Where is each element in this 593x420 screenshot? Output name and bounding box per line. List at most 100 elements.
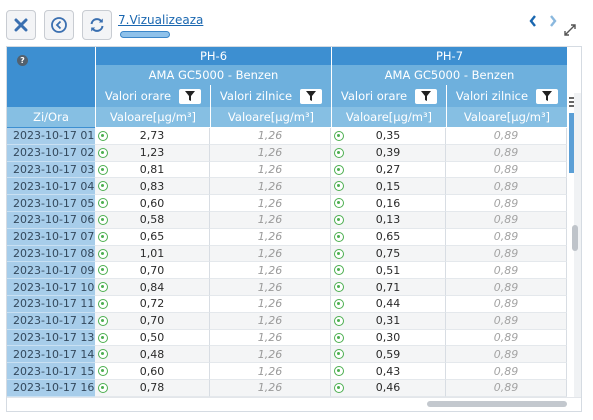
cell-ph6-hourly-text: 0,70	[139, 263, 165, 277]
unit-header: Valoare[µg/m³]	[446, 107, 567, 127]
cell-ph6-hourly: 0,70	[95, 312, 210, 330]
status-ok-icon	[98, 299, 108, 309]
cell-ph6-daily-text: 1,26	[257, 314, 283, 328]
cell-ph7-daily-text: 0,89	[493, 347, 519, 361]
cell-ph7-daily-text: 0,89	[493, 263, 519, 277]
close-icon	[14, 18, 28, 32]
col-daily-label: Valori zilnice	[455, 89, 529, 103]
cell-ph7-daily: 0,89	[446, 279, 567, 296]
cell-ph7-hourly: 0,13	[331, 212, 446, 229]
col-daily-label: Valori zilnice	[219, 89, 293, 103]
cell-ph6-hourly-text: 0,50	[139, 330, 165, 344]
status-ok-icon	[334, 383, 344, 393]
refresh-button[interactable]	[82, 10, 112, 40]
status-ok-icon	[334, 282, 344, 293]
cell-ph7-hourly-text: 0,35	[375, 129, 401, 143]
cell-ph7-daily: 0,89	[446, 363, 567, 380]
col-hourly-label: Valori orare	[104, 89, 172, 103]
status-ok-icon	[98, 198, 108, 209]
cell-ph7-daily: 0,89	[446, 262, 567, 280]
cell-ph7-hourly: 0,27	[331, 161, 446, 179]
analyzer-header-ph6: AMA GC5000 - Benzen	[95, 65, 331, 85]
status-ok-icon	[98, 215, 108, 225]
cell-ph7-hourly: 0,65	[331, 228, 446, 246]
cell-ph6-hourly-text: 1,23	[139, 146, 165, 160]
cell-ph7-hourly-text: 0,44	[375, 297, 401, 311]
row-time: 2023-10-17 07	[7, 228, 95, 246]
cell-ph6-hourly: 0,60	[95, 195, 210, 212]
cell-ph6-hourly-text: 1,01	[139, 246, 165, 260]
breadcrumb-link[interactable]: 7.Vizualizeaza	[118, 13, 204, 27]
header-scroll-indicator	[569, 113, 578, 173]
cell-ph7-hourly: 0,30	[331, 329, 446, 347]
col-hourly-ph6: Valori orare	[95, 85, 210, 107]
cell-ph6-daily-text: 1,26	[257, 213, 283, 227]
filter-icon[interactable]	[300, 88, 323, 104]
cell-ph6-hourly-text: 0,72	[139, 297, 165, 311]
cell-ph7-hourly: 0,39	[331, 144, 446, 162]
status-ok-icon	[98, 231, 108, 242]
row-time: 2023-10-17 08	[7, 245, 95, 263]
filter-icon[interactable]	[179, 88, 202, 104]
chevron-right-icon[interactable]	[547, 13, 559, 29]
cell-ph6-daily-text: 1,26	[257, 246, 283, 260]
filter-icon[interactable]	[536, 88, 559, 104]
cell-ph6-daily: 1,26	[210, 228, 331, 246]
cell-ph7-daily-text: 0,89	[493, 364, 519, 378]
data-grid: ? PH-6 PH-7 AMA GC5000 - Benzen AMA GC50…	[6, 46, 582, 412]
status-ok-icon	[334, 265, 344, 276]
row-time: 2023-10-17 15	[7, 363, 95, 380]
back-button[interactable]	[44, 10, 74, 40]
cell-ph7-hourly-text: 0,51	[375, 263, 401, 277]
cell-ph7-daily-text: 0,89	[493, 146, 519, 160]
close-button[interactable]	[6, 10, 36, 40]
cell-ph7-daily: 0,89	[446, 195, 567, 212]
horizontal-scroll-thumb[interactable]	[427, 401, 567, 407]
row-time: 2023-10-17 11	[7, 296, 95, 313]
cell-ph6-hourly: 0,48	[95, 346, 210, 364]
cell-ph6-hourly: 1,01	[95, 245, 210, 263]
filter-icon[interactable]	[415, 88, 438, 104]
col-hourly-label: Valori orare	[340, 89, 408, 103]
cell-ph6-daily: 1,26	[210, 363, 331, 380]
cell-ph6-hourly-text: 0,81	[139, 162, 165, 176]
horizontal-scrollbar[interactable]	[7, 397, 581, 411]
cell-ph6-daily-text: 1,26	[257, 381, 283, 395]
cell-ph6-hourly-text: 0,78	[139, 381, 165, 395]
row-time: 2023-10-17 02	[7, 144, 95, 162]
help-icon[interactable]: ?	[17, 55, 28, 66]
cell-ph7-daily: 0,89	[446, 228, 567, 246]
cell-ph7-daily-text: 0,89	[493, 246, 519, 260]
cell-ph6-daily-text: 1,26	[257, 297, 283, 311]
cell-ph7-daily: 0,89	[446, 346, 567, 364]
row-time: 2023-10-17 09	[7, 262, 95, 280]
vertical-scroll-thumb[interactable]	[572, 225, 578, 251]
col-daily-ph6: Valori zilnice	[210, 85, 331, 107]
status-ok-icon	[98, 332, 108, 343]
row-time: 2023-10-17 13	[7, 329, 95, 347]
vertical-scrollbar[interactable]	[574, 93, 581, 411]
status-ok-icon	[334, 315, 344, 326]
cell-ph6-daily-text: 1,26	[257, 196, 283, 210]
cell-ph7-hourly-text: 0,30	[375, 330, 401, 344]
cell-ph7-hourly: 0,44	[331, 296, 446, 313]
cell-ph7-hourly-text: 0,15	[375, 179, 401, 193]
cell-ph7-hourly-text: 0,43	[375, 364, 401, 378]
cell-ph7-hourly: 0,16	[331, 195, 446, 212]
unit-header: Valoare[µg/m³]	[331, 107, 446, 127]
analyzer-header-ph7: AMA GC5000 - Benzen	[331, 65, 567, 85]
cell-ph6-daily: 1,26	[210, 128, 331, 145]
status-ok-icon	[98, 181, 108, 192]
row-header-title: Zi/Ora	[7, 107, 95, 127]
status-ok-icon	[98, 383, 108, 393]
cell-ph6-hourly: 0,58	[95, 212, 210, 229]
status-ok-icon	[98, 248, 108, 259]
row-time: 2023-10-17 16	[7, 380, 95, 397]
expand-icon[interactable]	[562, 22, 578, 38]
cell-ph6-hourly-text: 0,65	[139, 230, 165, 244]
cell-ph7-hourly-text: 0,31	[375, 314, 401, 328]
back-icon	[51, 17, 67, 33]
cell-ph6-daily: 1,26	[210, 195, 331, 212]
cell-ph6-daily-text: 1,26	[257, 162, 283, 176]
chevron-left-icon[interactable]	[527, 13, 539, 29]
